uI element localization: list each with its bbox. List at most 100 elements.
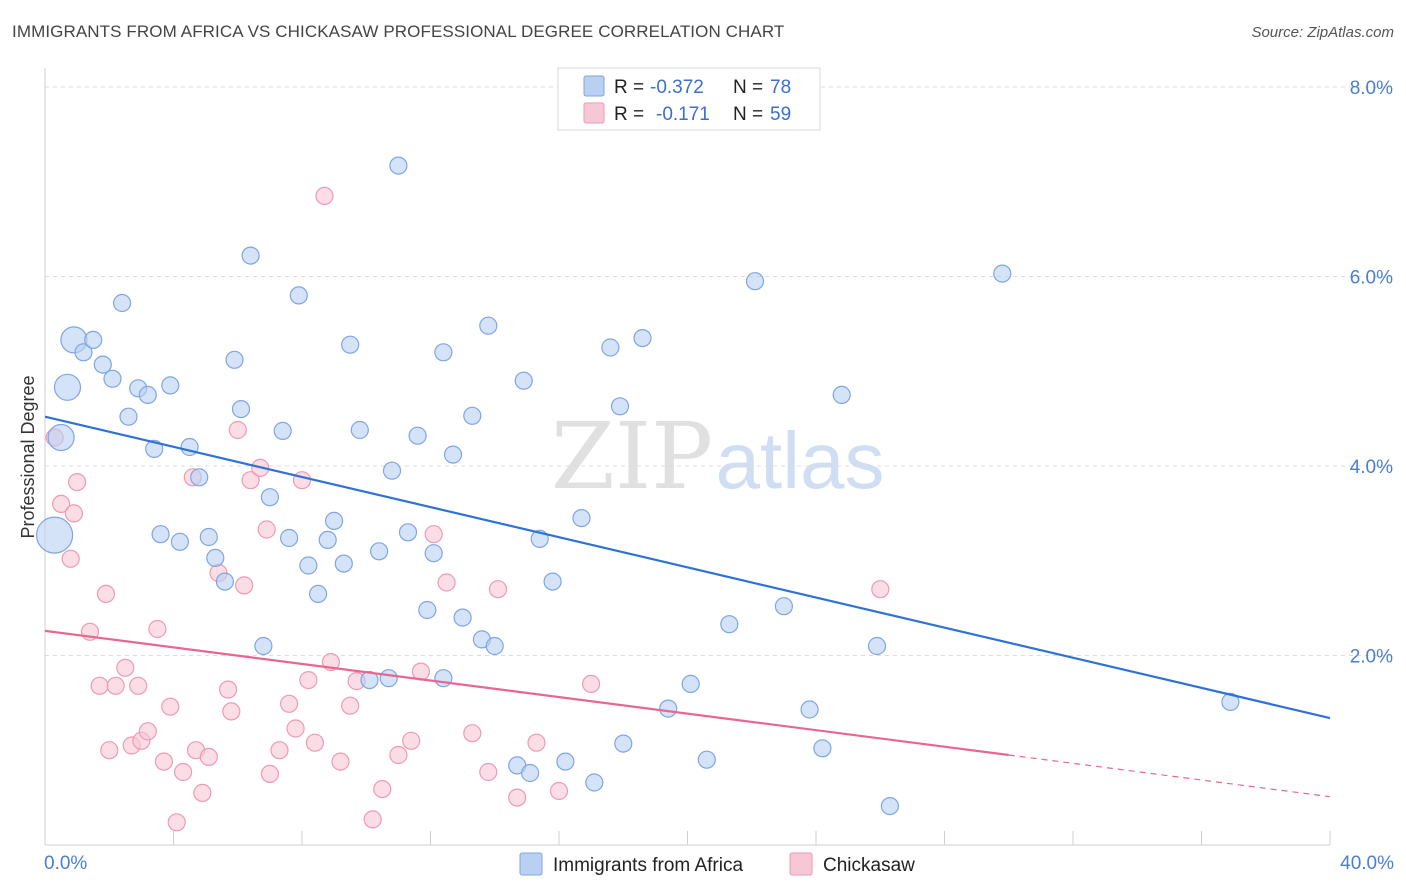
africa-point-74 xyxy=(993,264,1012,283)
africa-point-9 xyxy=(119,407,138,426)
africa-trend-line xyxy=(44,415,1331,720)
africa-point-41 xyxy=(398,523,418,542)
africa-point-66 xyxy=(720,615,739,634)
chickasaw-point-34 xyxy=(280,694,299,713)
africa-point-21 xyxy=(225,350,244,369)
africa-point-23 xyxy=(241,246,260,265)
africa-point-75 xyxy=(1221,692,1240,712)
chickasaw-point-16 xyxy=(154,752,173,771)
africa-point-5 xyxy=(84,330,103,349)
africa-point-19 xyxy=(206,548,225,568)
legend-r-label-africa: R = xyxy=(614,77,644,98)
africa-point-42 xyxy=(408,426,427,445)
chickasaw-point-38 xyxy=(305,733,324,752)
africa-point-56 xyxy=(556,752,575,771)
series-africa-points xyxy=(35,156,1240,816)
chickasaw-point-55 xyxy=(527,733,546,752)
chickasaw-point-17 xyxy=(161,697,180,716)
africa-point-39 xyxy=(382,461,402,480)
africa-point-53 xyxy=(514,371,533,390)
watermark-zip: ZIP xyxy=(551,403,713,510)
y-tick-label-4: 4.0% xyxy=(1350,457,1393,478)
africa-point-34 xyxy=(341,335,360,354)
legend-n-value-chickasaw: 59 xyxy=(770,104,791,125)
africa-point-38 xyxy=(379,669,398,688)
legend-r-value-africa: -0.372 xyxy=(650,77,704,98)
chickasaw-point-32 xyxy=(260,764,279,784)
chickasaw-point-44 xyxy=(363,810,382,829)
africa-point-22 xyxy=(231,400,251,419)
africa-point-70 xyxy=(813,739,832,758)
chickasaw-point-23 xyxy=(199,747,218,767)
africa-point-1 xyxy=(47,423,75,452)
x-tick-label-max: 40.0% xyxy=(1340,853,1394,874)
bottom-legend-swatch-africa xyxy=(519,852,543,876)
chickasaw-trend-line-extension xyxy=(1008,754,1331,798)
chickasaw-point-10 xyxy=(116,658,135,677)
africa-point-71 xyxy=(832,385,851,404)
chickasaw-point-46 xyxy=(389,745,408,765)
chickasaw-point-33 xyxy=(270,741,289,760)
grid xyxy=(45,86,1390,656)
africa-point-63 xyxy=(659,699,678,718)
africa-point-62 xyxy=(633,329,652,348)
chickasaw-point-49 xyxy=(424,525,443,544)
africa-point-27 xyxy=(280,528,299,548)
y-tick-label-8: 8.0% xyxy=(1350,78,1393,99)
africa-point-77 xyxy=(520,763,540,783)
africa-point-40 xyxy=(389,156,408,175)
africa-point-55 xyxy=(543,572,562,591)
africa-point-69 xyxy=(800,700,819,719)
africa-point-29 xyxy=(299,556,318,575)
africa-point-46 xyxy=(443,445,463,464)
africa-point-43 xyxy=(418,600,437,620)
legend-n-label-chickasaw: N = xyxy=(733,104,763,125)
chart-source: Source: ZipAtlas.com xyxy=(1251,24,1394,41)
africa-point-51 xyxy=(485,636,504,656)
bottom-legend-swatch-chickasaw xyxy=(789,852,813,876)
legend-r-label-chickasaw: R = xyxy=(614,104,644,125)
chickasaw-point-1 xyxy=(51,494,71,513)
x-ticks xyxy=(173,831,1331,845)
africa-point-48 xyxy=(463,406,482,425)
africa-point-73 xyxy=(880,796,900,816)
africa-point-6 xyxy=(93,355,112,374)
chickasaw-trend-line xyxy=(44,629,1009,757)
africa-point-64 xyxy=(681,674,700,694)
africa-point-0 xyxy=(35,516,74,554)
africa-point-14 xyxy=(161,376,180,395)
chickasaw-point-22 xyxy=(193,783,212,803)
africa-point-44 xyxy=(424,544,443,563)
africa-point-25 xyxy=(260,488,279,507)
africa-point-32 xyxy=(325,511,344,531)
chickasaw-point-19 xyxy=(174,762,193,782)
africa-point-61 xyxy=(614,734,633,753)
africa-point-65 xyxy=(697,750,716,769)
chickasaw-point-12 xyxy=(129,676,148,695)
africa-point-35 xyxy=(350,420,369,440)
chart-title: IMMIGRANTS FROM AFRICA VS CHICKASAW PROF… xyxy=(12,22,785,41)
africa-point-58 xyxy=(585,773,604,792)
chickasaw-point-9 xyxy=(106,676,125,695)
africa-point-31 xyxy=(318,530,337,550)
legend-swatch-africa xyxy=(583,75,605,97)
africa-point-26 xyxy=(273,421,292,440)
chickasaw-point-58 xyxy=(871,580,890,599)
africa-point-17 xyxy=(190,468,209,487)
bottom-legend-label-chickasaw: Chickasaw xyxy=(823,855,915,876)
chickasaw-point-15 xyxy=(148,619,167,639)
africa-point-37 xyxy=(370,542,389,561)
africa-point-60 xyxy=(610,397,630,416)
africa-point-11 xyxy=(138,385,157,404)
africa-point-68 xyxy=(774,597,794,616)
x-tick-label-min: 0.0% xyxy=(44,853,87,874)
chickasaw-point-8 xyxy=(100,741,119,760)
y-tick-labels: 2.0% 4.0% 6.0% 8.0% xyxy=(1350,78,1393,668)
chickasaw-point-52 xyxy=(479,762,498,782)
africa-point-4 xyxy=(74,343,93,362)
africa-point-59 xyxy=(601,338,620,357)
y-tick-label-6: 6.0% xyxy=(1350,267,1393,288)
y-tick-label-2: 2.0% xyxy=(1350,646,1393,667)
africa-point-33 xyxy=(334,554,353,573)
chickasaw-point-4 xyxy=(67,473,87,492)
